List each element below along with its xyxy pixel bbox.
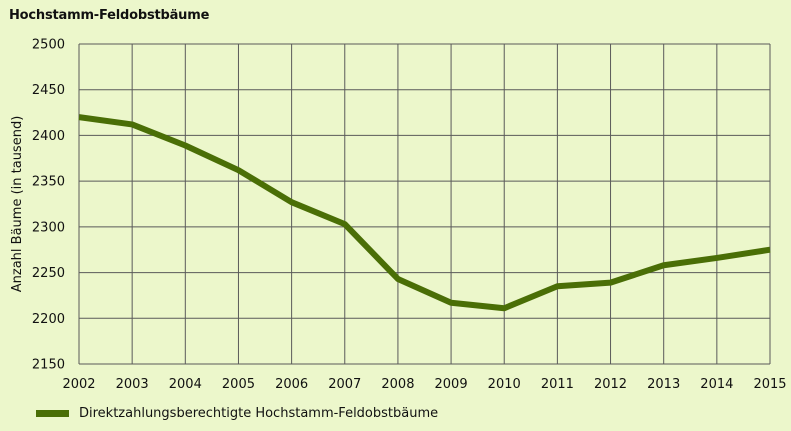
x-tick-labels: 2002 2003 2004 2005 2006 2007 2008 2009 2010 2011… [62,377,786,392]
x-tick-label: 2003 [116,377,149,392]
x-tick-label: 2011 [541,377,574,392]
y-tick-labels: 2150 2200 2250 2300 2350 2400 2450 2500 [32,38,65,373]
y-tick-label: 2400 [32,129,65,144]
legend: Direktzahlungsberechtigte Hochstamm-Feld… [36,406,438,421]
x-tick-label: 2009 [435,377,468,392]
y-tick-label: 2200 [32,312,65,327]
x-tick-label: 2013 [647,377,680,392]
x-tick-label: 2015 [753,377,786,392]
x-tick-label: 2012 [594,377,627,392]
y-tick-label: 2150 [32,358,65,373]
x-tick-label: 2008 [381,377,414,392]
series-line [78,114,771,312]
y-tick-label: 2350 [32,175,65,190]
x-tick-label: 2010 [488,377,521,392]
y-tick-label: 2300 [32,220,65,235]
series-lines [78,114,771,312]
x-tick-label: 2006 [275,377,308,392]
chart-title: Hochstamm-Feldobstbäume [9,8,210,23]
grid-lines [78,43,771,365]
x-tick-label: 2014 [700,377,733,392]
y-tick-label: 2250 [32,266,65,281]
y-axis-label: Anzahl Bäume (in tausend) [10,116,25,293]
x-tick-label: 2002 [62,377,95,392]
y-tick-label: 2500 [32,38,65,53]
x-tick-label: 2005 [222,377,255,392]
y-tick-label: 2450 [32,83,65,98]
legend-label: Direktzahlungsberechtigte Hochstamm-Feld… [79,406,439,421]
x-tick-label: 2004 [169,377,202,392]
x-tick-label: 2007 [328,377,361,392]
legend-swatch [36,410,69,417]
